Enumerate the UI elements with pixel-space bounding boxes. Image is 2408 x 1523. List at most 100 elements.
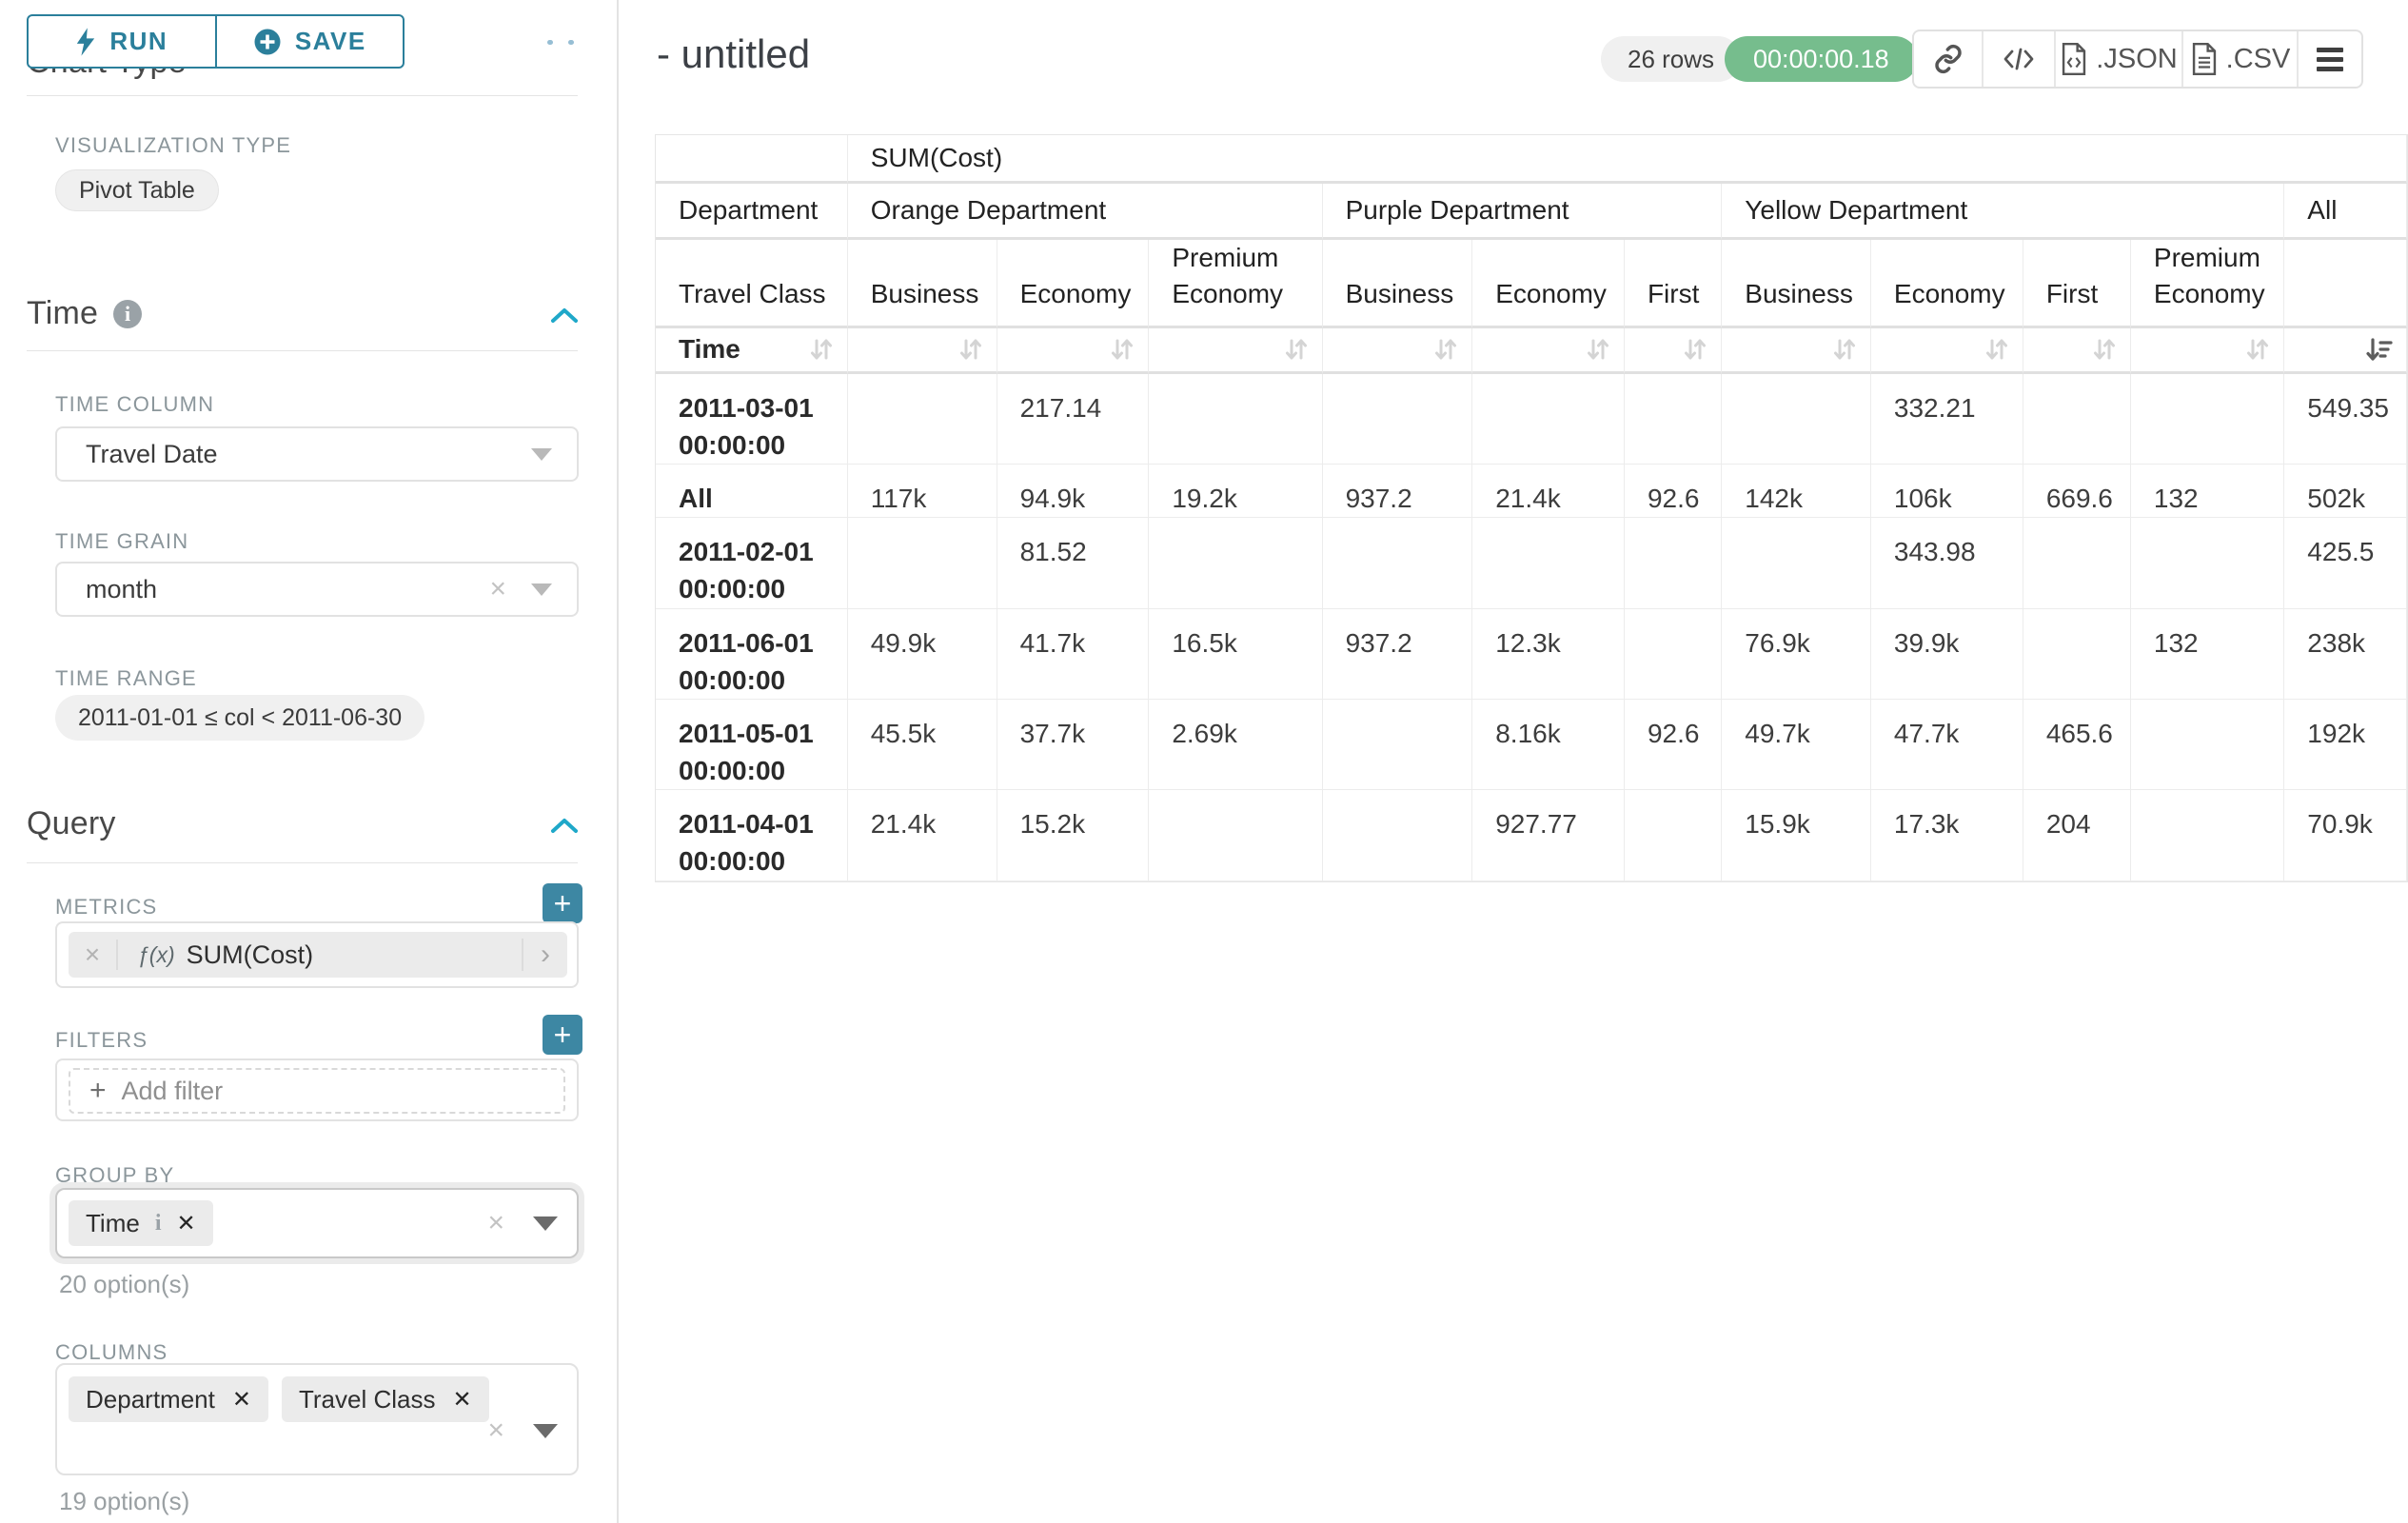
viz-type-label: VISUALIZATION TYPE bbox=[55, 133, 292, 157]
value-cell bbox=[1322, 373, 1473, 465]
sort-column-button[interactable] bbox=[1322, 327, 1473, 374]
travel-class-dim-label: Travel Class bbox=[656, 240, 848, 328]
column-header: Business bbox=[1322, 240, 1473, 328]
sort-column-button[interactable] bbox=[1149, 327, 1323, 374]
value-cell: 92.6 bbox=[1624, 699, 1723, 791]
sort-column-button[interactable] bbox=[1624, 327, 1723, 374]
value-cell bbox=[1322, 699, 1473, 791]
time-column-select[interactable]: Travel Date bbox=[55, 426, 579, 482]
metrics-box: × ƒ(x) SUM(Cost) › bbox=[55, 921, 579, 988]
remove-chip-icon[interactable]: ✕ bbox=[231, 1386, 251, 1413]
dropdown-caret-icon[interactable] bbox=[533, 1216, 558, 1231]
value-cell: 12.3k bbox=[1472, 608, 1625, 700]
value-cell bbox=[2023, 373, 2131, 465]
column-header: First bbox=[1624, 240, 1723, 328]
filters-box: + Add filter bbox=[55, 1058, 579, 1121]
value-cell bbox=[2130, 518, 2285, 609]
collapse-query-icon[interactable] bbox=[550, 817, 579, 834]
column-header: Economy bbox=[1870, 240, 2023, 328]
caret-down-icon bbox=[531, 447, 552, 461]
viz-type-pill[interactable]: Pivot Table bbox=[55, 169, 219, 211]
row-header: All bbox=[656, 464, 848, 519]
sort-column-button[interactable] bbox=[2130, 327, 2285, 374]
value-cell: 15.2k bbox=[997, 790, 1150, 881]
link-icon bbox=[1934, 44, 1962, 74]
column-info-icon[interactable]: i bbox=[154, 1210, 162, 1236]
value-cell: 465.6 bbox=[2023, 699, 2131, 791]
group-by-chip-time[interactable]: Time i ✕ bbox=[69, 1200, 213, 1246]
info-icon[interactable]: i bbox=[113, 299, 143, 328]
value-cell: 549.35 bbox=[2284, 373, 2407, 465]
view-query-button[interactable] bbox=[1984, 31, 2056, 87]
remove-chip-icon[interactable]: ✕ bbox=[176, 1210, 196, 1236]
value-cell: 94.9k bbox=[997, 464, 1150, 519]
value-cell: 70.9k bbox=[2284, 790, 2407, 881]
save-button[interactable]: SAVE bbox=[214, 16, 404, 67]
sort-column-button[interactable] bbox=[2023, 327, 2131, 374]
columns-chip-travel-class[interactable]: Travel Class ✕ bbox=[281, 1376, 489, 1422]
value-cell: 927.77 bbox=[1472, 790, 1625, 881]
sort-column-button[interactable] bbox=[2284, 327, 2407, 374]
value-cell bbox=[847, 518, 997, 609]
value-cell: 937.2 bbox=[1322, 464, 1473, 519]
file-lines-icon bbox=[2192, 43, 2216, 75]
plus-circle-icon bbox=[254, 29, 281, 54]
time-row-header[interactable]: Time bbox=[656, 327, 848, 374]
value-cell: 49.7k bbox=[1722, 699, 1871, 791]
columns-chip-department[interactable]: Department ✕ bbox=[69, 1376, 268, 1422]
chart-title[interactable]: - untitled bbox=[657, 31, 811, 76]
lightning-icon bbox=[77, 27, 95, 56]
value-cell: 39.9k bbox=[1870, 608, 2023, 700]
group-by-select[interactable]: Time i ✕ × bbox=[55, 1188, 579, 1258]
time-grain-select[interactable]: month × bbox=[55, 562, 579, 617]
sort-column-button[interactable] bbox=[847, 327, 997, 374]
sort-column-button[interactable] bbox=[997, 327, 1150, 374]
divider bbox=[27, 95, 578, 96]
query-section-heading: Query bbox=[27, 805, 116, 841]
value-cell bbox=[1624, 790, 1723, 881]
metric-chip[interactable]: × ƒ(x) SUM(Cost) › bbox=[69, 932, 567, 978]
clear-icon[interactable]: × bbox=[487, 1414, 504, 1446]
export-csv-button[interactable]: .CSV bbox=[2183, 31, 2299, 87]
panel-dot bbox=[547, 40, 553, 45]
col-group-header: Orange Department bbox=[847, 184, 1323, 240]
expand-metric-icon[interactable]: › bbox=[522, 939, 567, 971]
time-range-pill[interactable]: 2011-01-01 ≤ col < 2011-06-30 bbox=[55, 695, 425, 741]
columns-select[interactable]: Department ✕ Travel Class ✕ × bbox=[55, 1363, 579, 1475]
row-header: 2011-06-01 00:00:00 bbox=[656, 608, 848, 700]
value-cell: 76.9k bbox=[1722, 608, 1871, 700]
menu-button[interactable] bbox=[2299, 31, 2361, 87]
metric-header: SUM(Cost) bbox=[847, 135, 2407, 184]
add-metric-button[interactable]: + bbox=[543, 883, 582, 923]
sort-column-button[interactable] bbox=[1722, 327, 1871, 374]
share-link-button[interactable] bbox=[1914, 31, 1984, 87]
value-cell bbox=[2023, 608, 2131, 700]
export-json-button[interactable]: .JSON bbox=[2056, 31, 2183, 87]
value-cell bbox=[1322, 518, 1473, 609]
remove-chip-icon[interactable]: ✕ bbox=[452, 1386, 472, 1413]
col-group-header: Yellow Department bbox=[1722, 184, 2285, 240]
value-cell bbox=[1149, 790, 1323, 881]
value-cell: 49.9k bbox=[847, 608, 997, 700]
clear-icon[interactable]: × bbox=[487, 1207, 504, 1238]
table-row: 2011-05-01 00:00:00 45.5k 37.7k 2.69k 8.16k 9… bbox=[656, 699, 2407, 791]
sort-column-button[interactable] bbox=[1472, 327, 1625, 374]
column-header: Economy bbox=[997, 240, 1150, 328]
value-cell bbox=[2130, 373, 2285, 465]
value-cell: 15.9k bbox=[1722, 790, 1871, 881]
time-section-heading: Time i bbox=[27, 295, 143, 332]
dropdown-caret-icon[interactable] bbox=[533, 1423, 558, 1438]
remove-metric-icon[interactable]: × bbox=[69, 940, 118, 970]
value-cell: 92.6 bbox=[1624, 464, 1723, 519]
panel-dot bbox=[568, 40, 574, 45]
collapse-time-icon[interactable] bbox=[550, 307, 579, 324]
hamburger-icon bbox=[2317, 43, 2343, 76]
run-button[interactable]: RUN bbox=[29, 16, 215, 67]
value-cell: 21.4k bbox=[1472, 464, 1625, 519]
add-filter-button[interactable]: + Add filter bbox=[69, 1068, 565, 1114]
value-cell: 41.7k bbox=[997, 608, 1150, 700]
value-cell: 332.21 bbox=[1870, 373, 2023, 465]
clear-icon[interactable]: × bbox=[489, 573, 506, 604]
add-filter-plus-button[interactable]: + bbox=[543, 1015, 582, 1055]
sort-column-button[interactable] bbox=[1870, 327, 2023, 374]
